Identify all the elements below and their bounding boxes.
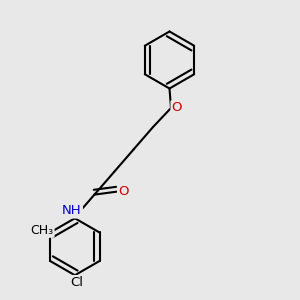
Text: Cl: Cl xyxy=(71,276,84,289)
Text: O: O xyxy=(172,101,182,115)
Text: CH₃: CH₃ xyxy=(30,224,53,237)
Text: O: O xyxy=(118,185,129,198)
Text: NH: NH xyxy=(62,204,82,217)
